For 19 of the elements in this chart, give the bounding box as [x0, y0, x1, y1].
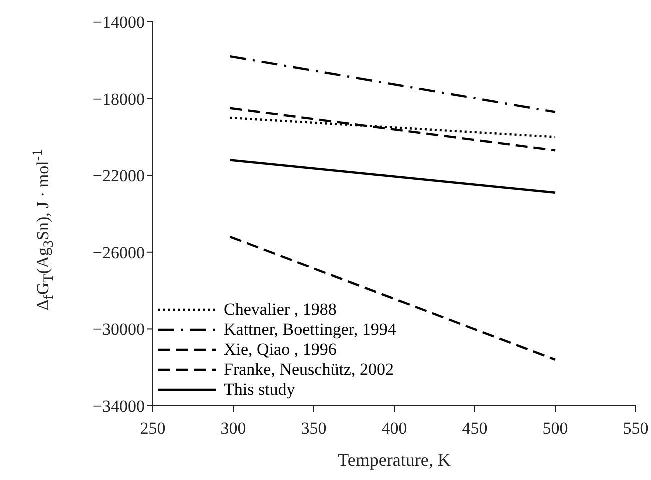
legend-label: Xie, Qiao , 1996: [224, 340, 337, 360]
y-tick-label: −30000: [92, 320, 145, 340]
x-tick-label: 250: [140, 419, 166, 438]
x-tick-label: 350: [301, 419, 327, 438]
y-tick-label: −14000: [92, 13, 145, 32]
legend-label: Kattner, Boettinger, 1994: [224, 320, 396, 340]
legend-label: This study: [224, 380, 296, 400]
y-tick-label: −22000: [92, 166, 145, 186]
x-tick-label: 450: [462, 419, 488, 438]
y-tick-label: −26000: [92, 243, 145, 262]
y-tick-label: −18000: [92, 90, 145, 109]
x-tick-label: 300: [220, 419, 246, 438]
x-tick-label: 500: [542, 419, 568, 438]
x-axis-title: Temperature, K: [338, 450, 451, 470]
y-tick-label: −34000: [92, 397, 145, 416]
x-tick-label: 400: [382, 419, 408, 438]
x-tick-label: 550: [623, 419, 649, 438]
legend-label: Chevalier , 1988: [224, 300, 337, 320]
legend-label: Franke, Neuschütz, 2002: [224, 360, 394, 380]
